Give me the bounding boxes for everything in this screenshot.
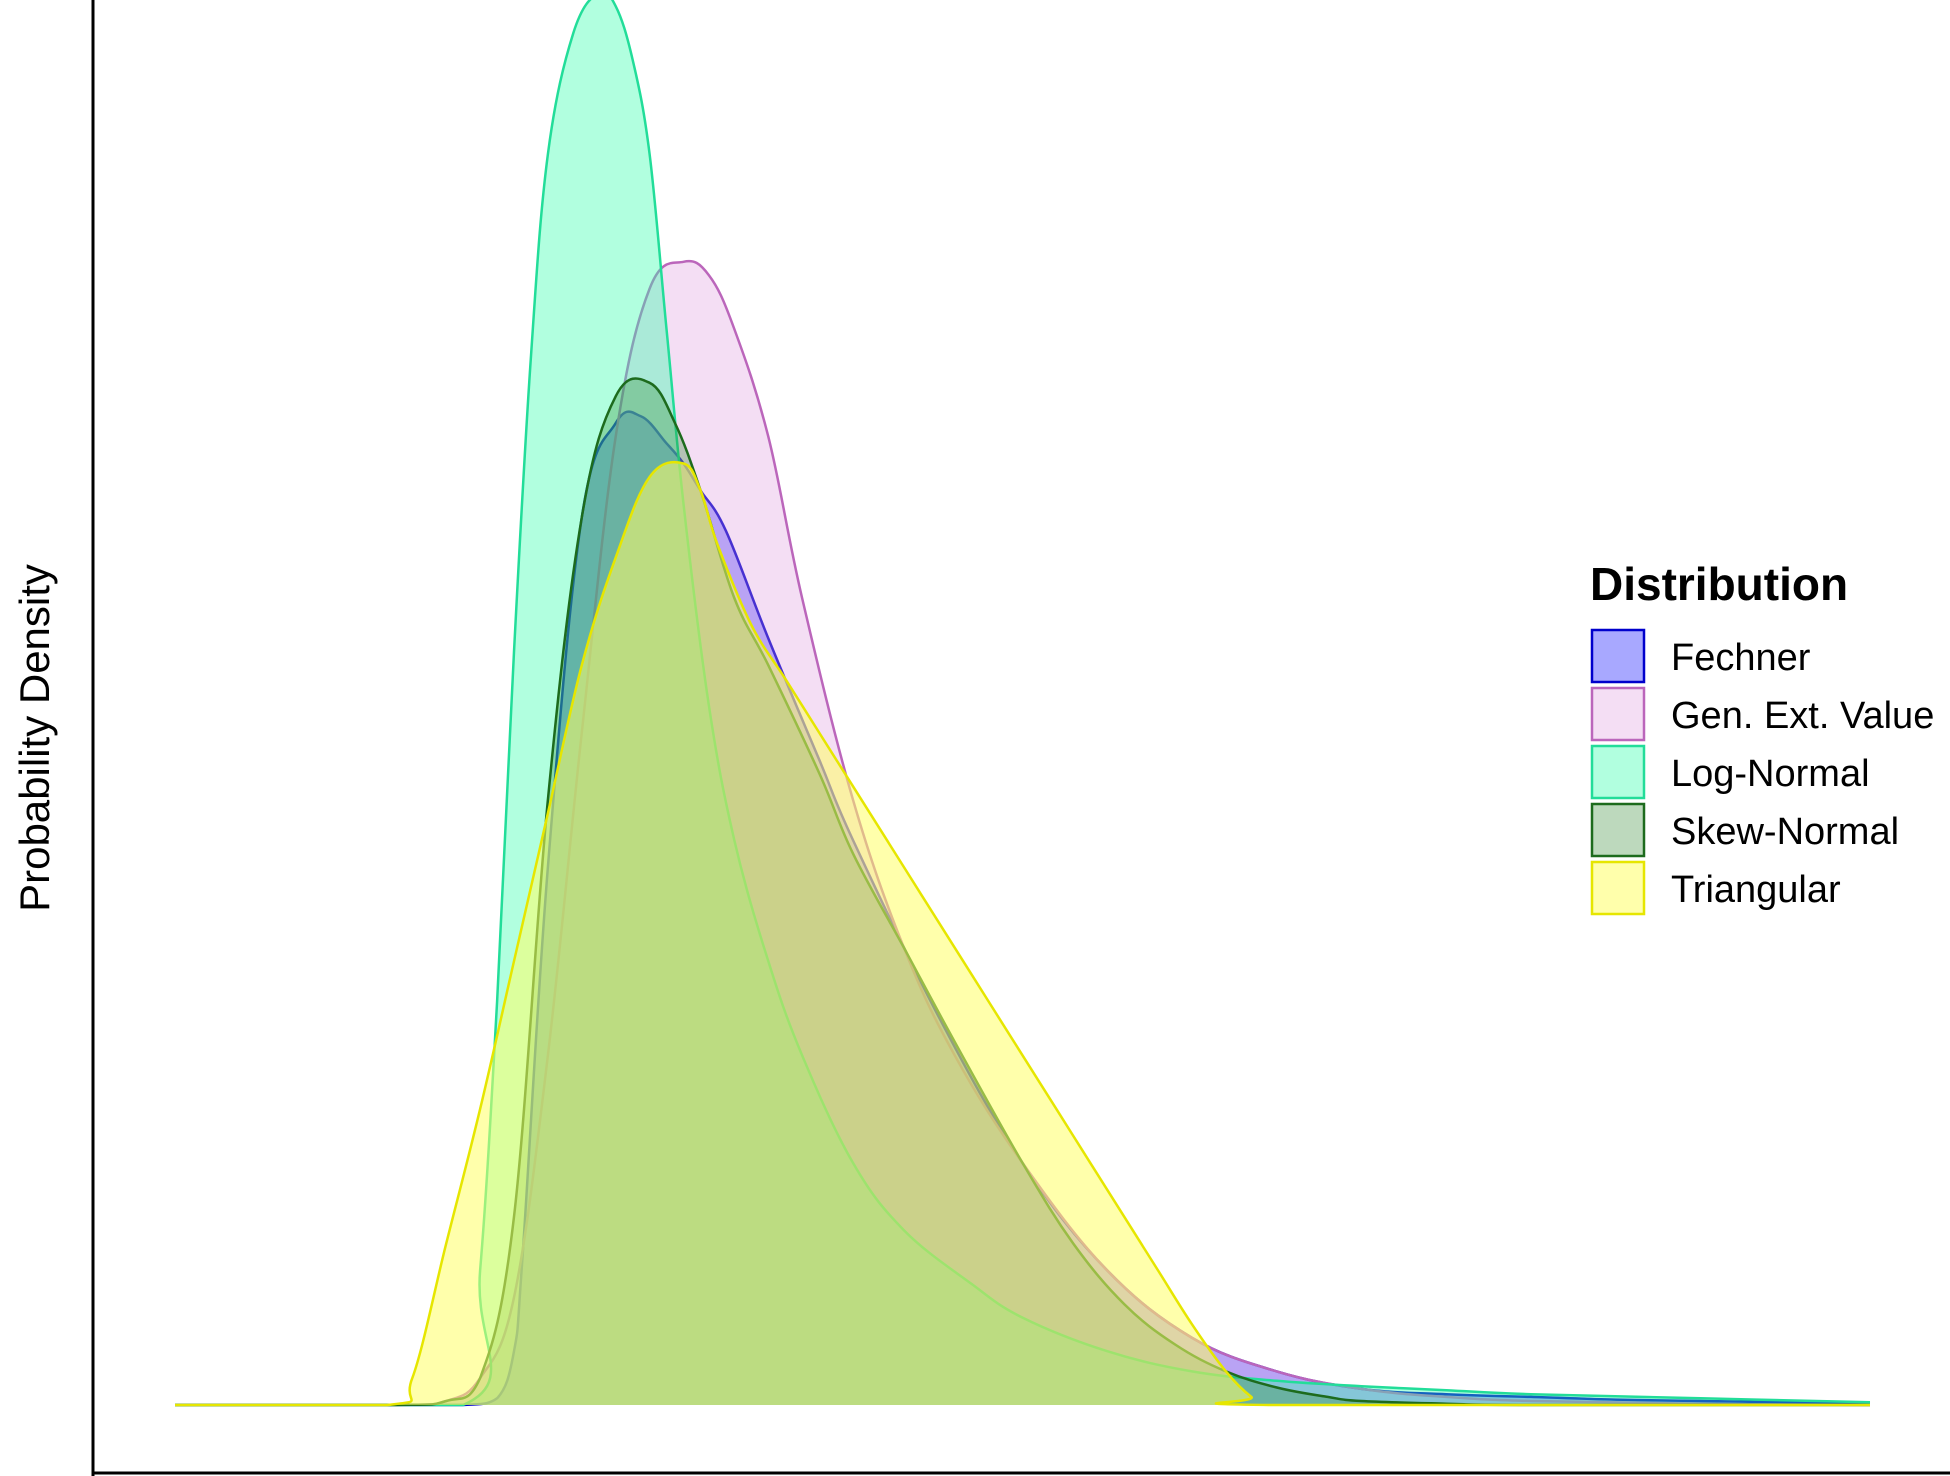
density-line-triangular (175, 460, 1870, 1407)
legend-swatch-triangular (1590, 860, 1646, 916)
legend-title: Distribution (1590, 558, 1848, 610)
density-curves (175, 0, 1871, 1407)
legend: Distribution Fechner Gen. Ext. Value Log-N… (1590, 558, 1934, 916)
legend-label-skew-normal: Skew-Normal (1671, 811, 1899, 853)
legend-swatch-fechner (1590, 628, 1646, 684)
legend-label-log-normal: Log-Normal (1671, 753, 1870, 795)
legend-swatch-skew-normal (1590, 802, 1646, 858)
legend-label-triangular: Triangular (1671, 869, 1841, 911)
legend-items: Fechner Gen. Ext. Value Log-Normal Skew-Nor… (1590, 628, 1934, 916)
legend-swatch-log-normal (1590, 744, 1646, 800)
y-axis-label: Probability Density (11, 564, 58, 912)
density-area-triangular (175, 462, 1870, 1406)
legend-label-fechner: Fechner (1671, 637, 1811, 679)
legend-swatch-gen-ext-value (1590, 686, 1646, 742)
legend-label-gen-ext-value: Gen. Ext. Value (1671, 695, 1934, 737)
